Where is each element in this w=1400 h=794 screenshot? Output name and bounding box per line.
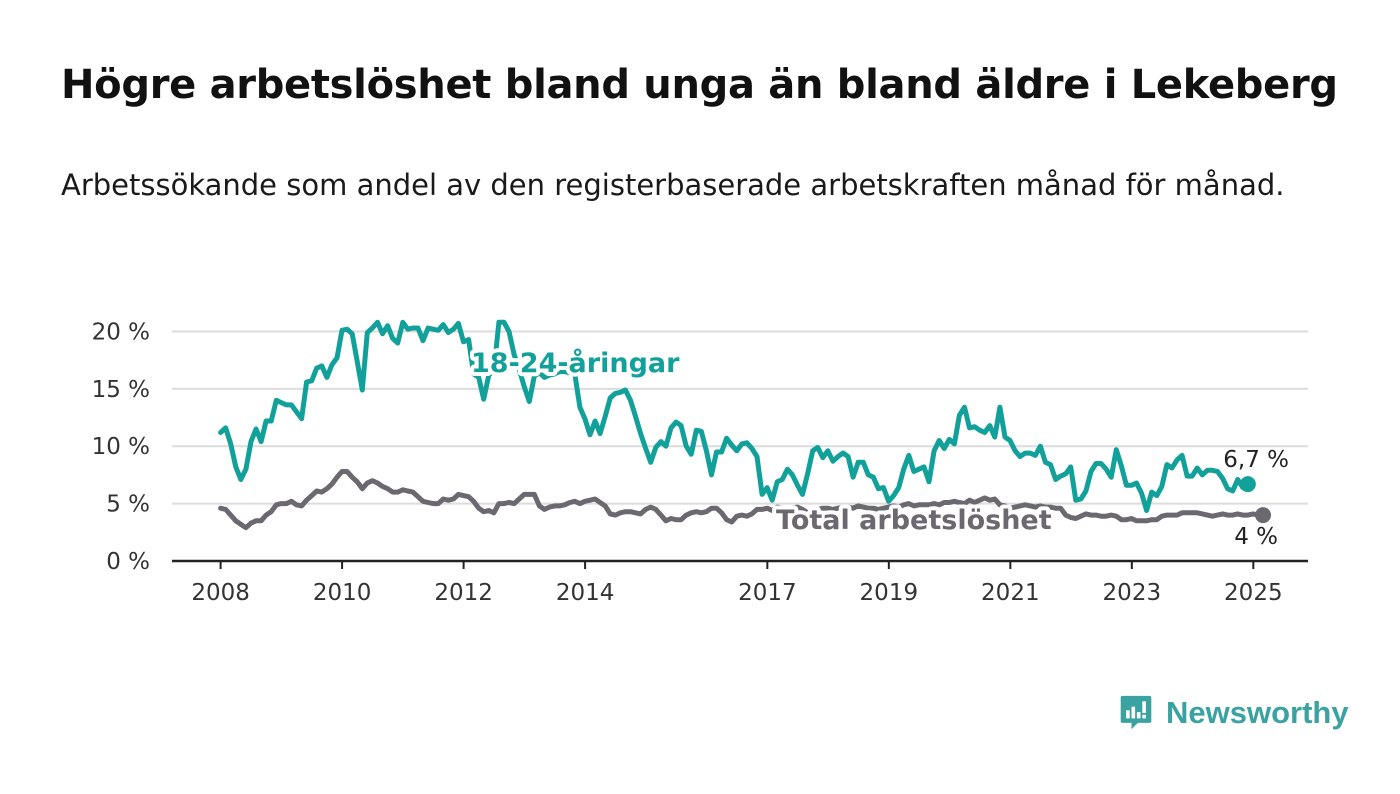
brand-logo: Newsworthy [1118, 690, 1349, 736]
y-tick-label: 15 % [92, 377, 150, 403]
x-tick-label: 2019 [860, 580, 919, 606]
x-tick-label: 2023 [1103, 580, 1162, 606]
chart-subtitle: Arbetssökande som andel av den registerb… [61, 168, 1285, 202]
end-value-label: 4 % [1234, 524, 1278, 550]
series-lines [218, 319, 1272, 531]
series-line [218, 469, 1266, 531]
x-tick-label: 2025 [1224, 580, 1283, 606]
end-value-label: 6,7 % [1223, 447, 1289, 473]
chart-title: Högre arbetslöshet bland unga än bland ä… [61, 62, 1338, 108]
series-labels: 18-24-åringar Total arbetslöshet 6,7 % 4 % [467, 343, 1289, 550]
gridlines [172, 330, 1308, 505]
series-end-point [1239, 476, 1256, 493]
series-end-point [1255, 507, 1272, 524]
series-name-label: Total arbetslöshet [776, 505, 1052, 536]
series-name-label: 18-24-åringar [471, 347, 680, 379]
x-tick-label: 2010 [313, 580, 372, 606]
series-line [218, 319, 1251, 513]
bar-chart-speech-bubble-icon [1120, 695, 1152, 730]
x-tick-label: 2008 [191, 580, 250, 606]
y-tick-label: 0 % [106, 549, 150, 575]
y-tick-label: 10 % [92, 434, 150, 460]
y-tick-label: 20 % [92, 319, 150, 345]
x-axis: 2008 2010 2012 2014 2017 2019 2021 2023 2025 [172, 559, 1308, 606]
brand-name: Newsworthy [1166, 695, 1349, 730]
y-axis-ticks: 0 % 5 % 10 % 15 % 20 % [92, 319, 150, 575]
x-tick-label: 2012 [434, 580, 493, 606]
x-tick-label: 2017 [738, 580, 797, 606]
y-tick-label: 5 % [106, 492, 150, 518]
x-tick-label: 2021 [981, 580, 1040, 606]
x-tick-label: 2014 [556, 580, 615, 606]
